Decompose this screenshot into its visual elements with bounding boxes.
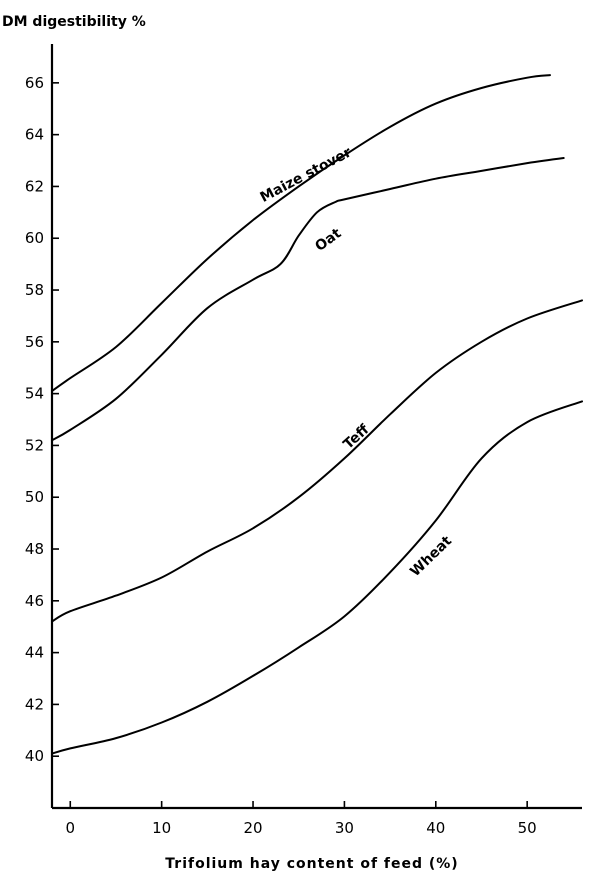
y-tick-label: 46 — [25, 592, 44, 610]
y-tick-label: 48 — [25, 540, 44, 558]
x-tick-label: 40 — [426, 819, 445, 837]
y-tick-label: 56 — [25, 333, 44, 351]
x-tick-label: 50 — [518, 819, 537, 837]
y-tick-label: 44 — [25, 644, 44, 662]
y-tick-label: 60 — [25, 229, 44, 247]
series-line-maize-stover — [51, 74, 551, 392]
x-tick-label: 30 — [335, 819, 354, 837]
x-tick-label: 0 — [66, 819, 76, 837]
series-line-teff — [51, 299, 583, 623]
y-tick-label: 66 — [25, 74, 44, 92]
y-tick-label: 52 — [25, 436, 44, 454]
series-line-oat — [51, 157, 565, 442]
axes — [50, 44, 582, 810]
y-tick-label: 62 — [25, 177, 44, 195]
series-label-wheat: Wheat — [407, 533, 455, 580]
y-tick-label: 42 — [25, 695, 44, 713]
series-line-wheat — [51, 400, 583, 755]
series-curves — [51, 74, 583, 755]
x-axis-title: Trifolium hay content of feed (%) — [165, 856, 458, 872]
series-label-maize-stover: Maize stover — [258, 144, 355, 206]
y-ticks: 40 42 44 46 48 50 52 54 56 58 60 62 64 66 — [25, 74, 59, 765]
y-tick-label: 64 — [25, 126, 44, 144]
series-label-oat: Oat — [312, 225, 344, 255]
x-tick-label: 10 — [152, 819, 171, 837]
y-tick-label: 40 — [25, 747, 44, 765]
y-tick-label: 50 — [25, 488, 44, 506]
y-tick-label: 58 — [25, 281, 44, 299]
x-ticks: 0 10 20 30 40 50 — [66, 801, 537, 837]
y-tick-label: 54 — [25, 385, 44, 403]
y-axis-title: DM digestibility % — [2, 14, 146, 30]
x-tick-label: 20 — [243, 819, 262, 837]
